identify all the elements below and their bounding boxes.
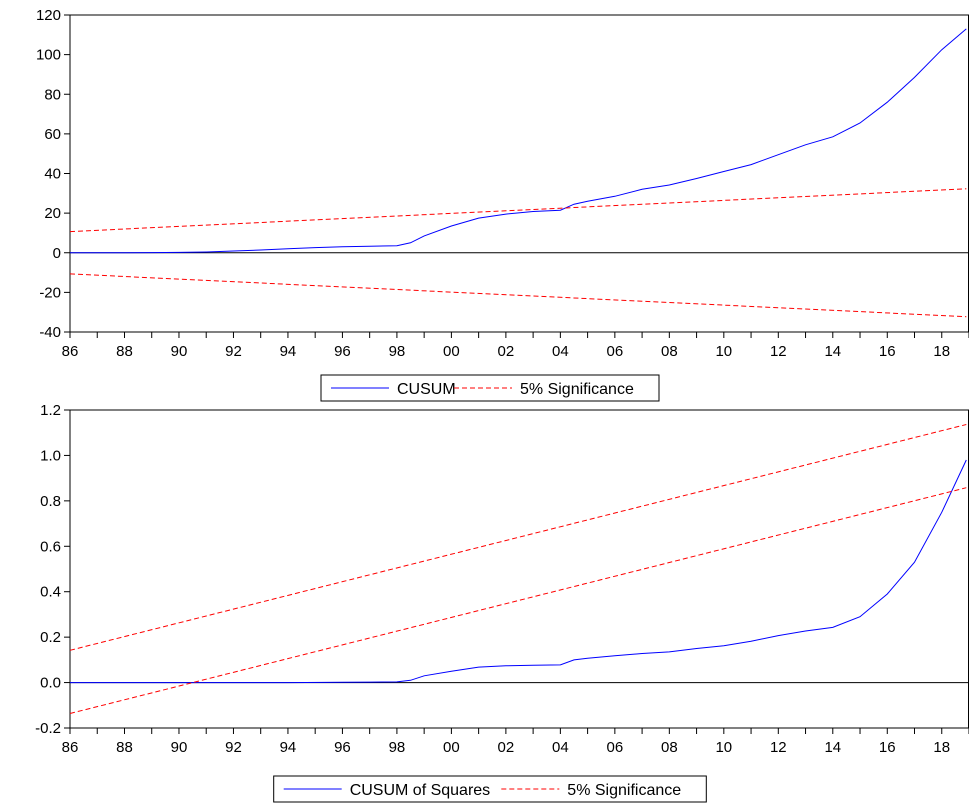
legend: CUSUM of Squares 5% Significance [273, 775, 707, 803]
x-tick-label: 08 [661, 739, 678, 756]
x-tick-label: 98 [389, 343, 406, 360]
x-tick-label: 14 [824, 343, 841, 360]
x-tick-label: 92 [225, 739, 242, 756]
series-line-5-significance-lower [69, 487, 967, 714]
x-tick-label: 04 [552, 739, 569, 756]
chart-1: -40 -20 0 20 40 60 80 100 120 86 88 90 92 94 96 98 00 02 0… [36, 7, 969, 402]
y-tick-label: 100 [36, 47, 61, 64]
y-tick-label: -40 [39, 324, 61, 341]
x-tick-label: 94 [280, 739, 297, 756]
plot-frame [69, 14, 969, 333]
legend: CUSUM 5% Significance [320, 374, 660, 402]
x-tick-label: 12 [770, 343, 787, 360]
x-tick-label: 88 [116, 739, 133, 756]
x-tick-label: 02 [498, 739, 515, 756]
x-tick-label: 98 [389, 739, 406, 756]
series-line-5-significance [69, 424, 967, 651]
x-tick-label: 18 [933, 343, 950, 360]
y-tick-label: 0.2 [40, 629, 61, 646]
y-tick-label: 0.8 [40, 493, 61, 510]
x-tick-label: 88 [116, 343, 133, 360]
x-tick-label: 94 [280, 343, 297, 360]
series-line-cusum-of-squares [70, 459, 967, 684]
x-tick-label: 10 [715, 343, 732, 360]
series-line-5-significance-lower [69, 273, 967, 318]
x-tick-label: 96 [334, 343, 351, 360]
x-tick-label: 00 [443, 343, 460, 360]
y-tick-label: 1.2 [40, 402, 61, 419]
y-tick-label: 80 [44, 86, 61, 103]
x-tick-label: 96 [334, 739, 351, 756]
x-tick-label: 06 [607, 739, 624, 756]
y-tick-label: -20 [39, 284, 61, 301]
y-tick-label: 0.4 [40, 584, 61, 601]
x-tick-label: 04 [552, 343, 569, 360]
y-tick-label: 0.0 [40, 675, 61, 692]
x-tick-label: 18 [933, 739, 950, 756]
y-tick-label: 0 [53, 245, 61, 262]
x-tick-label: 90 [171, 739, 188, 756]
legend-label: 5% Significance [520, 381, 634, 398]
y-tick-label: 1.0 [40, 447, 61, 464]
x-tick-label: 14 [824, 739, 841, 756]
legend-box [273, 775, 707, 803]
y-tick-label: 0.6 [40, 538, 61, 555]
chart-2: -0.2 0.0 0.2 0.4 0.6 0.8 1.0 1.2 86 88 90 92 94 96 98 0… [35, 402, 969, 803]
x-tick-label: 10 [715, 739, 732, 756]
y-tick-label: 60 [44, 126, 61, 143]
legend-label: CUSUM [397, 381, 456, 398]
y-tick-label: 20 [44, 205, 61, 222]
x-tick-label: 02 [498, 343, 515, 360]
series-line-5-significance [69, 188, 967, 233]
x-tick-label: 16 [879, 739, 896, 756]
y-tick-label: 40 [44, 166, 61, 183]
x-tick-label: 08 [661, 343, 678, 360]
legend-label: CUSUM of Squares [350, 782, 491, 799]
x-tick-label: 92 [225, 343, 242, 360]
series-line-cusum [70, 28, 967, 254]
legend-label: 5% Significance [567, 782, 681, 799]
x-tick-label: 90 [171, 343, 188, 360]
y-tick-label: -0.2 [35, 720, 61, 737]
x-tick-label: 16 [879, 343, 896, 360]
y-tick-label: 120 [36, 7, 61, 24]
x-tick-label: 86 [62, 343, 79, 360]
x-tick-label: 06 [607, 343, 624, 360]
x-tick-label: 86 [62, 739, 79, 756]
x-tick-label: 00 [443, 739, 460, 756]
x-tick-label: 12 [770, 739, 787, 756]
